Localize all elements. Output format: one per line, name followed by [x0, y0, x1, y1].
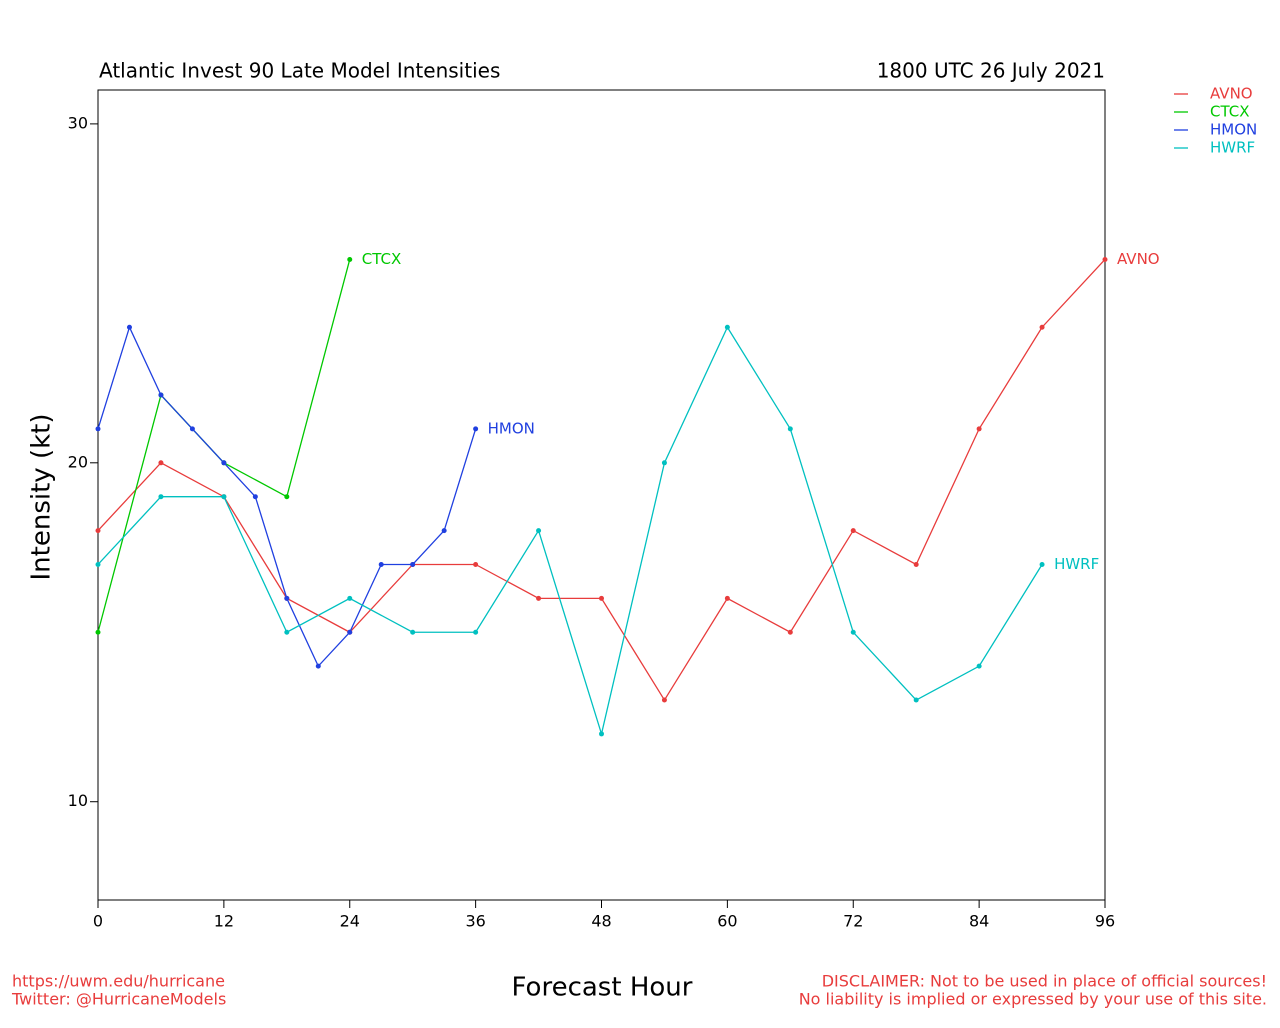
- data-point: [536, 595, 542, 601]
- y-tick-label: 30: [68, 113, 88, 132]
- data-point: [850, 629, 856, 635]
- data-point: [158, 392, 164, 398]
- series-end-label: AVNO: [1117, 250, 1160, 268]
- legend-label: HWRF: [1210, 139, 1255, 157]
- x-tick-label: 72: [843, 912, 863, 931]
- data-point: [347, 595, 353, 601]
- data-point: [787, 629, 793, 635]
- footer-text: DISCLAIMER: Not to be used in place of o…: [822, 972, 1267, 991]
- series-end-label: CTCX: [362, 250, 402, 268]
- y-axis-label: Intensity (kt): [27, 414, 57, 581]
- data-point: [284, 629, 290, 635]
- x-tick-label: 12: [214, 912, 234, 931]
- data-point: [95, 629, 101, 635]
- data-point: [599, 595, 604, 601]
- y-tick-label: 20: [68, 452, 88, 471]
- data-point: [473, 426, 479, 432]
- x-tick-label: 36: [465, 912, 485, 931]
- data-point: [473, 629, 479, 635]
- x-tick-label: 0: [93, 912, 103, 931]
- data-point: [410, 629, 416, 635]
- data-point: [976, 426, 982, 432]
- data-point: [189, 426, 195, 432]
- data-point: [158, 494, 164, 500]
- data-point: [599, 731, 604, 737]
- x-tick-label: 60: [717, 912, 737, 931]
- data-point: [284, 595, 290, 601]
- data-point: [95, 528, 101, 534]
- data-point: [913, 697, 919, 703]
- data-point: [284, 494, 290, 500]
- data-point: [347, 629, 353, 635]
- legend-label: AVNO: [1210, 85, 1253, 103]
- data-point: [347, 256, 353, 262]
- data-point: [661, 460, 667, 466]
- data-point: [221, 460, 227, 466]
- data-point: [1039, 324, 1045, 330]
- x-tick-label: 24: [340, 912, 360, 931]
- data-point: [410, 561, 416, 567]
- data-point: [1039, 561, 1045, 567]
- data-point: [850, 528, 856, 534]
- data-point: [1102, 256, 1108, 262]
- data-point: [158, 460, 164, 466]
- data-point: [536, 528, 542, 534]
- footer-text: No liability is implied or expressed by …: [799, 990, 1267, 1009]
- data-point: [95, 426, 101, 432]
- footer-text: https://uwm.edu/hurricane: [12, 972, 225, 991]
- chart-title: Atlantic Invest 90 Late Model Intensitie…: [99, 59, 500, 83]
- x-tick-label: 84: [969, 912, 989, 931]
- data-point: [976, 663, 982, 669]
- data-point: [661, 697, 667, 703]
- chart-subtitle: 1800 UTC 26 July 2021: [877, 59, 1105, 83]
- data-point: [95, 561, 101, 567]
- series-end-label: HWRF: [1054, 555, 1099, 573]
- legend-label: HMON: [1210, 121, 1257, 139]
- data-point: [787, 426, 793, 432]
- footer-text: Twitter: @HurricaneModels: [11, 990, 226, 1009]
- x-axis-label: Forecast Hour: [512, 973, 693, 1003]
- x-tick-label: 48: [591, 912, 611, 931]
- data-point: [473, 561, 479, 567]
- legend-label: CTCX: [1210, 103, 1250, 121]
- data-point: [724, 324, 730, 330]
- data-point: [221, 494, 227, 500]
- y-tick-label: 10: [68, 791, 88, 810]
- series-end-label: HMON: [488, 419, 535, 437]
- data-point: [441, 528, 447, 534]
- x-tick-label: 96: [1095, 912, 1115, 931]
- series-line: [97, 325, 1043, 737]
- data-point: [126, 324, 132, 330]
- data-point: [252, 494, 258, 500]
- data-point: [378, 561, 384, 567]
- data-point: [913, 561, 919, 567]
- data-point: [724, 595, 730, 601]
- data-point: [315, 663, 321, 669]
